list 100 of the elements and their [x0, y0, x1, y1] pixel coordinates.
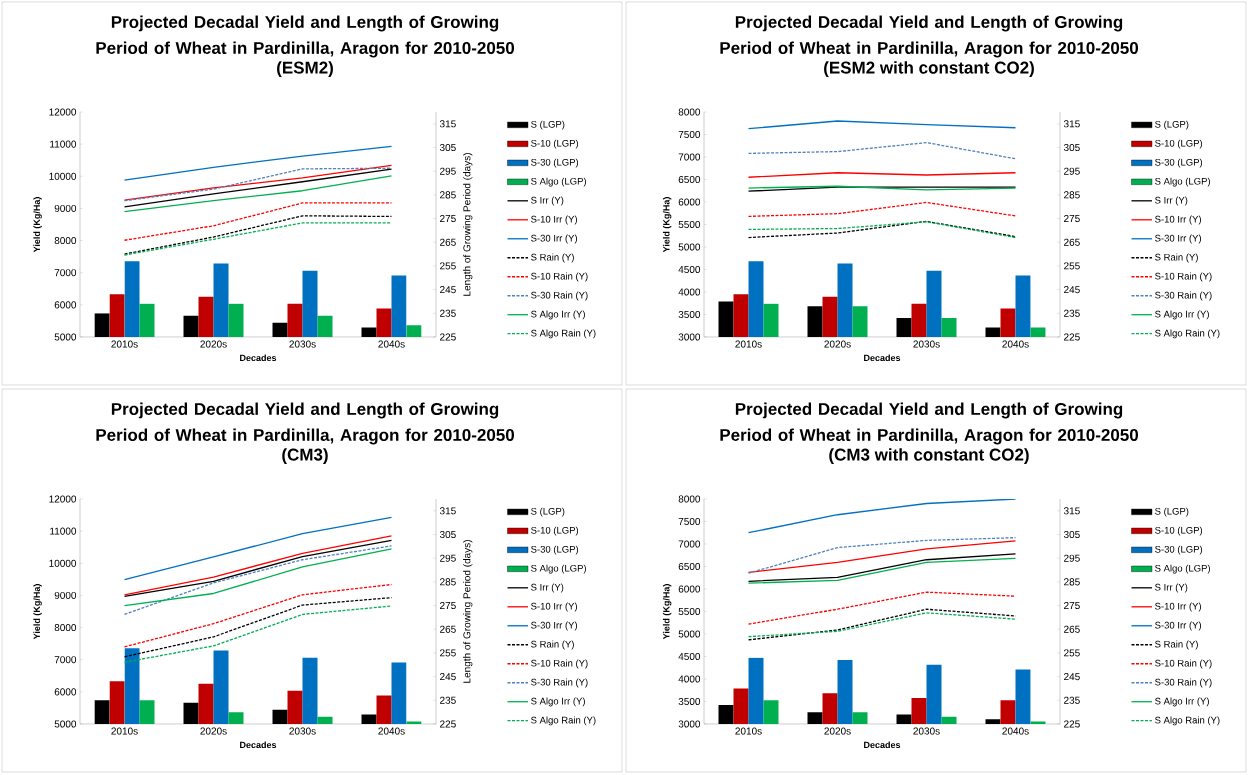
y2-tick-label: 285 [1064, 578, 1080, 586]
y-tick-label: 6000 [54, 301, 77, 309]
line-series [747, 591, 1017, 625]
line-series [123, 545, 393, 616]
y2-tick-label: 265 [1064, 625, 1080, 633]
y2-tick-label: 285 [440, 191, 456, 199]
y-tick-label: 3000 [678, 333, 701, 341]
y-tick-label: 8000 [54, 237, 77, 245]
x-axis-title: Decades [240, 354, 277, 362]
legend-label: S (LGP) [531, 120, 565, 130]
y2-tick-label: 315 [1063, 120, 1080, 128]
y2-tick-label: 235 [440, 696, 456, 704]
x-tick-label: 2010s [735, 340, 762, 348]
legend-label: S Algo Rain (Y) [1155, 329, 1220, 339]
line-series [747, 498, 1017, 534]
chart-title: Projected Decadal Yield and Length of Growing Period of Wheat in Pardinilla, Aragon for 2010-2050 [96, 15, 515, 58]
legend-label: S Algo Rain (Y) [531, 329, 596, 339]
legend-label: S-10 Irr (Y) [1155, 215, 1202, 225]
y2-axis-title: Length of Growing Period (days) [463, 540, 473, 683]
y2-tick-label: 245 [440, 286, 456, 294]
y2-tick-label: 225 [1064, 720, 1080, 728]
legend-label: S Rain (Y) [1155, 640, 1198, 650]
line-series [123, 516, 393, 581]
y-tick-label: 4000 [678, 675, 701, 683]
legend-label: S-10 Rain (Y) [531, 272, 588, 282]
line-series [123, 548, 393, 607]
y2-tick-label: 225 [1064, 333, 1080, 341]
y2-tick-label: 305 [1063, 530, 1080, 539]
y2-tick-label: 275 [1064, 602, 1080, 610]
chart-title: Projected Decadal Yield and Length of Growing Period of Wheat in Pardinilla, Aragon for 2010-2050 [720, 402, 1139, 445]
y-tick-label: 7500 [678, 130, 701, 139]
y-tick-label: 5500 [678, 220, 701, 229]
y2-tick-label: 235 [1064, 309, 1080, 317]
x-axis-title: Decades [864, 741, 901, 749]
y2-tick-label: 305 [439, 530, 456, 539]
y-tick-label: 5000 [54, 333, 77, 341]
legend-label: S-30 Rain (Y) [531, 678, 588, 688]
y-tick-label: 7500 [678, 517, 701, 526]
y-tick-label: 6000 [678, 198, 701, 206]
x-tick-label: 2030s [289, 727, 316, 735]
y2-tick-label: 315 [439, 120, 456, 128]
legend-label: S Rain (Y) [531, 253, 574, 263]
line-series [747, 120, 1017, 130]
line-series [747, 141, 1017, 160]
x-tick-label: 2010s [111, 340, 138, 348]
y-tick-label: 3500 [678, 310, 701, 319]
y2-tick-label: 315 [439, 507, 456, 515]
y2-tick-label: 235 [440, 309, 456, 317]
y-tick-label: 6000 [54, 688, 77, 696]
line-series [123, 168, 393, 208]
legend-label: S-30 Irr (Y) [531, 621, 578, 631]
legend-label: S Algo Irr (Y) [1155, 310, 1209, 320]
x-tick-label: 2040s [1002, 727, 1029, 735]
y-tick-label: 6000 [678, 585, 701, 593]
y2-tick-label: 245 [440, 673, 456, 681]
chart-title: Projected Decadal Yield and Length of Growing Period of Wheat in Pardinilla, Aragon for 2010-2050 [96, 402, 515, 445]
legend-label: S-10 Rain (Y) [1155, 659, 1212, 669]
legend-label: S-10 Rain (Y) [531, 659, 588, 669]
y-tick-label: 7000 [54, 269, 77, 277]
y-tick-label: 3000 [678, 720, 701, 728]
legend-label: S-10 Irr (Y) [1155, 602, 1202, 612]
y2-tick-label: 255 [1064, 262, 1080, 270]
y2-tick-label: 225 [440, 720, 456, 728]
legend-label: S (LGP) [1155, 507, 1189, 517]
legend-label: S Algo Irr (Y) [531, 310, 585, 320]
y-tick-label: 5500 [678, 607, 701, 616]
legend-label: S-30 Rain (Y) [531, 291, 588, 301]
y2-tick-label: 285 [1064, 191, 1080, 199]
line-series [123, 215, 393, 255]
y-tick-label: 5000 [678, 630, 701, 638]
y-axis-title: Yield (Kg/Ha) [33, 584, 42, 640]
y2-tick-label: 265 [440, 238, 456, 246]
legend-label: S-10 Irr (Y) [531, 215, 578, 225]
x-tick-label: 2040s [1002, 340, 1029, 348]
legend-label: S-30 Irr (Y) [1155, 621, 1202, 631]
y-tick-label: 11000 [50, 527, 77, 535]
legend-label: S-30 Irr (Y) [531, 234, 578, 244]
y-tick-label: 3500 [678, 697, 701, 706]
y-tick-label: 4000 [678, 288, 701, 296]
legend-label: S Algo (LGP) [531, 564, 586, 574]
y2-tick-label: 255 [440, 262, 456, 270]
y-tick-label: 12000 [49, 108, 77, 116]
y-tick-label: 8000 [678, 495, 701, 503]
legend-label: S-30 Rain (Y) [1155, 678, 1212, 688]
y-tick-label: 5000 [678, 243, 701, 251]
y2-tick-label: 235 [1064, 696, 1080, 704]
y2-tick-label: 245 [1064, 286, 1080, 294]
legend-label: S-30 Irr (Y) [1155, 234, 1202, 244]
x-tick-label: 2020s [824, 727, 851, 735]
x-tick-label: 2010s [735, 727, 762, 735]
y2-tick-label: 255 [440, 649, 456, 657]
legend-label: S-30 (LGP) [531, 545, 579, 555]
y-tick-label: 6500 [678, 175, 701, 184]
legend-label: S Irr (Y) [1155, 583, 1188, 593]
y-tick-label: 8000 [54, 624, 77, 632]
legend-label: S-10 (LGP) [531, 139, 579, 149]
x-tick-label: 2040s [378, 340, 405, 348]
legend-label: S Irr (Y) [1155, 196, 1188, 206]
y-tick-label: 4500 [678, 652, 701, 661]
line-series [123, 605, 393, 663]
